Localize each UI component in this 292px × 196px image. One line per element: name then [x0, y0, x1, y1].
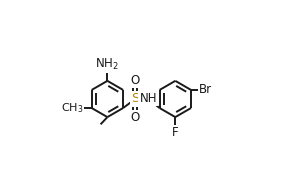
Text: O: O	[131, 111, 140, 124]
Text: NH: NH	[139, 93, 157, 105]
Text: Br: Br	[199, 83, 212, 96]
Text: NH$_2$: NH$_2$	[95, 56, 119, 72]
Text: F: F	[172, 126, 179, 139]
Text: CH$_3$: CH$_3$	[61, 101, 83, 115]
Text: O: O	[131, 74, 140, 87]
Text: S: S	[131, 93, 140, 105]
